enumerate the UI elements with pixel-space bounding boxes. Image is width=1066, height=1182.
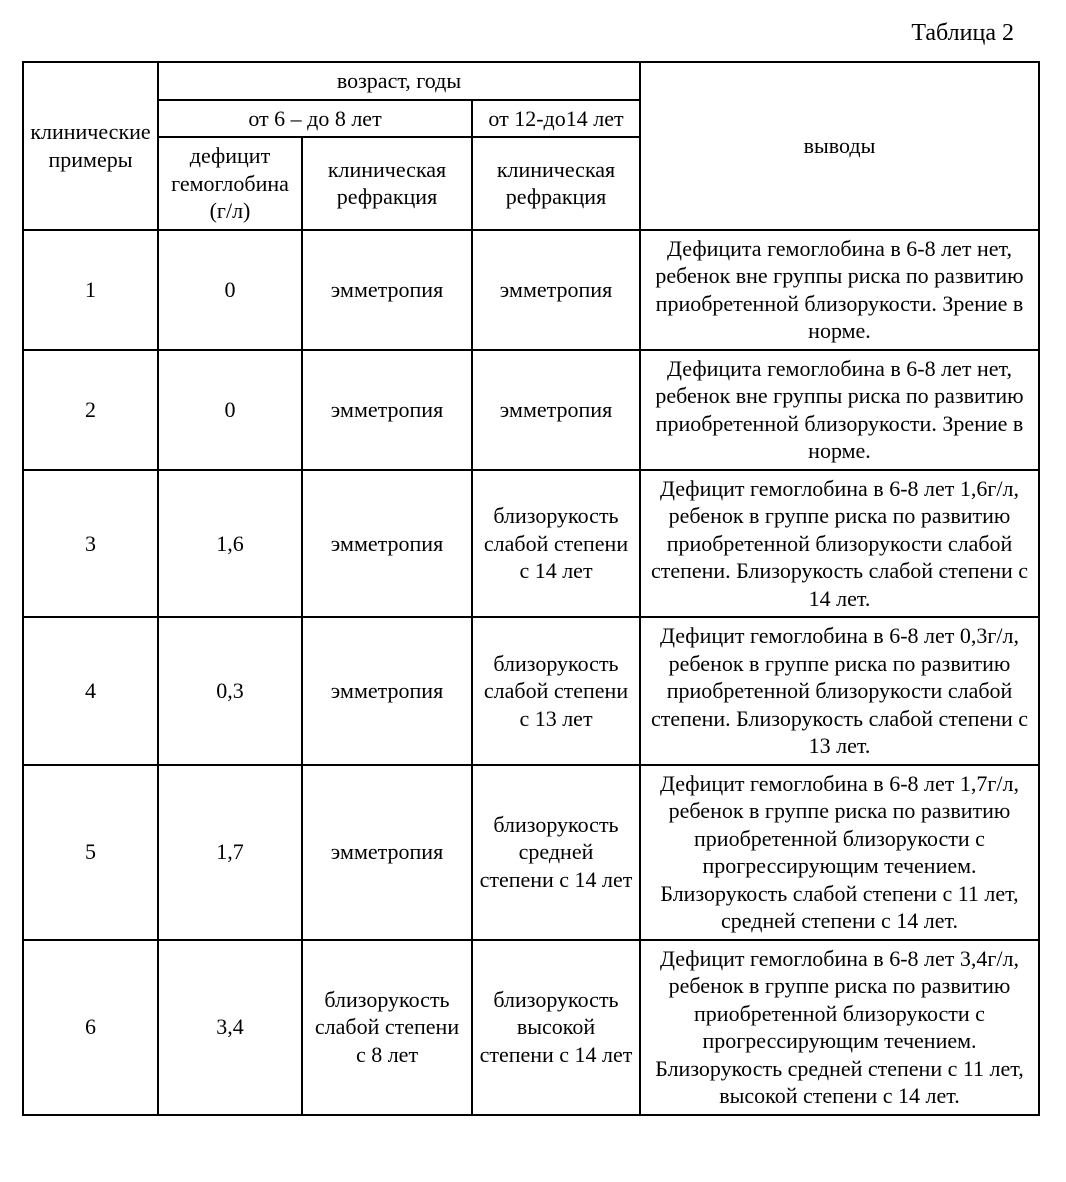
col-refraction-6-8: клиническая рефракция: [302, 137, 472, 230]
cell-conclusion: Дефицит гемоглобина в 6-8 лет 1,6г/л, ре…: [640, 470, 1039, 618]
table-caption: Таблица 2: [22, 20, 1014, 47]
table-row: 5 1,7 эмметропия близорукость средней ст…: [23, 765, 1039, 940]
cell-number: 4: [23, 617, 158, 765]
cell-number: 3: [23, 470, 158, 618]
cell-refraction-6-8: эмметропия: [302, 617, 472, 765]
cell-conclusion: Дефицита гемоглобина в 6-8 лет нет, ребе…: [640, 350, 1039, 470]
col-age-group: возраст, годы: [158, 62, 640, 100]
cell-refraction-12-14: близорукость высокой степени с 14 лет: [472, 940, 640, 1115]
col-refraction-12-14: клиническая рефракция: [472, 137, 640, 230]
col-hemoglobin: дефицит гемоглобина (г/л): [158, 137, 302, 230]
table-head: клинические примеры возраст, годы выводы…: [23, 62, 1039, 230]
cell-refraction-6-8: эмметропия: [302, 230, 472, 350]
col-age-12-14: от 12-до14 лет: [472, 100, 640, 138]
table-row: 2 0 эмметропия эмметропия Дефицита гемог…: [23, 350, 1039, 470]
cell-hemoglobin: 1,6: [158, 470, 302, 618]
cell-hemoglobin: 0: [158, 350, 302, 470]
cell-conclusion: Дефицит гемоглобина в 6-8 лет 0,3г/л, ре…: [640, 617, 1039, 765]
cell-conclusion: Дефицит гемоглобина в 6-8 лет 1,7г/л, ре…: [640, 765, 1039, 940]
cell-hemoglobin: 1,7: [158, 765, 302, 940]
cell-refraction-12-14: близорукость слабой степени с 14 лет: [472, 470, 640, 618]
cell-conclusion: Дефицита гемоглобина в 6-8 лет нет, ребе…: [640, 230, 1039, 350]
cell-conclusion: Дефицит гемоглобина в 6-8 лет 3,4г/л, ре…: [640, 940, 1039, 1115]
cell-refraction-12-14: эмметропия: [472, 230, 640, 350]
cell-hemoglobin: 3,4: [158, 940, 302, 1115]
cell-number: 2: [23, 350, 158, 470]
cell-refraction-12-14: близорукость средней степени с 14 лет: [472, 765, 640, 940]
table-row: клинические примеры возраст, годы выводы: [23, 62, 1039, 100]
data-table: клинические примеры возраст, годы выводы…: [22, 61, 1040, 1116]
cell-refraction-6-8: близорукость слабой степени с 8 лет: [302, 940, 472, 1115]
cell-hemoglobin: 0: [158, 230, 302, 350]
table-row: 4 0,3 эмметропия близорукость слабой сте…: [23, 617, 1039, 765]
cell-number: 5: [23, 765, 158, 940]
cell-refraction-12-14: близорукость слабой степени с 13 лет: [472, 617, 640, 765]
col-age-6-8: от 6 – до 8 лет: [158, 100, 472, 138]
table-row: 1 0 эмметропия эмметропия Дефицита гемог…: [23, 230, 1039, 350]
table-row: 3 1,6 эмметропия близорукость слабой сте…: [23, 470, 1039, 618]
cell-hemoglobin: 0,3: [158, 617, 302, 765]
cell-number: 1: [23, 230, 158, 350]
cell-refraction-6-8: эмметропия: [302, 765, 472, 940]
table-body: 1 0 эмметропия эмметропия Дефицита гемог…: [23, 230, 1039, 1115]
cell-refraction-12-14: эмметропия: [472, 350, 640, 470]
col-examples: клинические примеры: [23, 62, 158, 230]
cell-refraction-6-8: эмметропия: [302, 350, 472, 470]
cell-refraction-6-8: эмметропия: [302, 470, 472, 618]
col-conclusions: выводы: [640, 62, 1039, 230]
table-row: 6 3,4 близорукость слабой степени с 8 ле…: [23, 940, 1039, 1115]
cell-number: 6: [23, 940, 158, 1115]
